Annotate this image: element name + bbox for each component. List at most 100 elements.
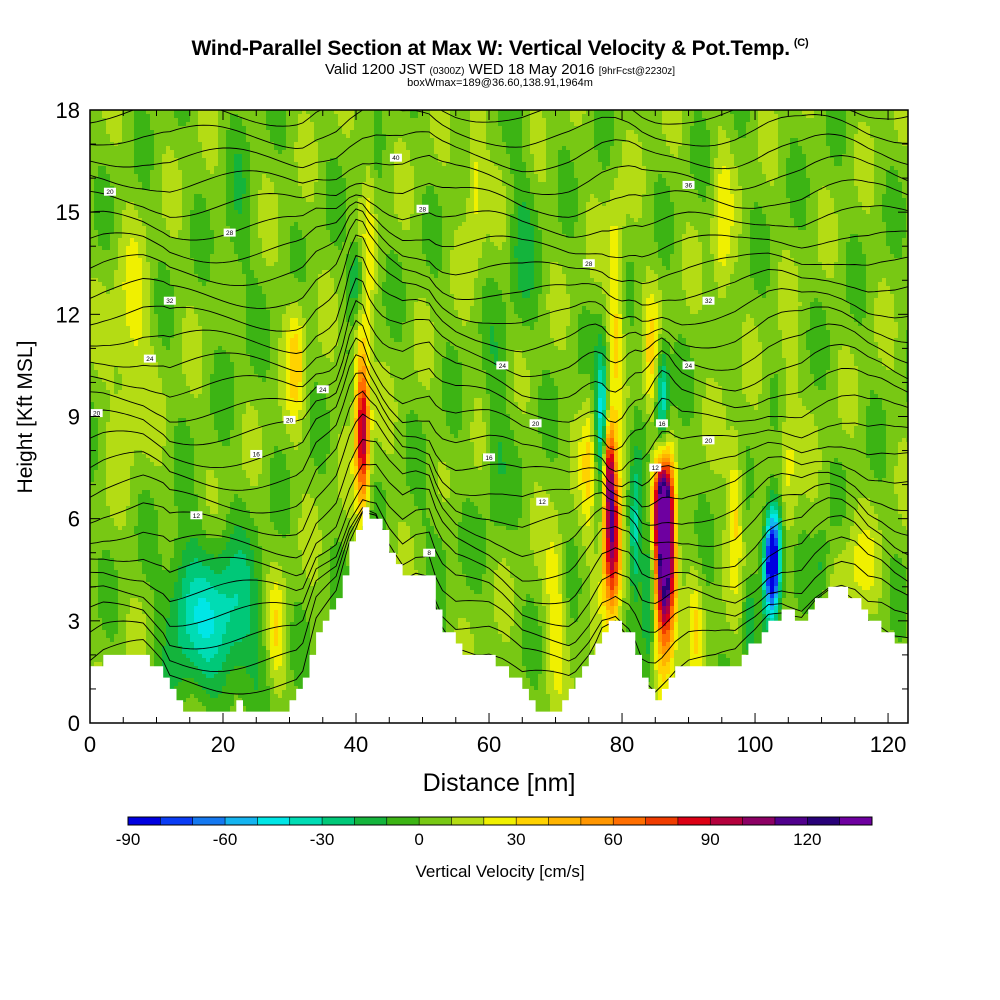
velocity-cell — [98, 122, 103, 127]
velocity-cell — [810, 122, 815, 127]
velocity-cell — [642, 154, 647, 159]
velocity-cell — [242, 206, 247, 211]
velocity-cell — [518, 118, 523, 123]
velocity-cell — [642, 178, 647, 183]
velocity-cell — [314, 198, 319, 203]
velocity-cell — [474, 110, 479, 115]
velocity-cell — [578, 174, 583, 179]
velocity-cell — [874, 174, 879, 179]
velocity-cell — [406, 122, 411, 127]
velocity-cell — [306, 166, 311, 171]
velocity-cell — [378, 154, 383, 159]
velocity-cell — [870, 202, 875, 207]
velocity-cell — [226, 186, 231, 191]
velocity-cell — [622, 114, 627, 119]
velocity-cell — [422, 190, 427, 195]
velocity-cell — [614, 190, 619, 195]
velocity-cell — [318, 170, 323, 175]
velocity-cell — [506, 186, 511, 191]
velocity-cell — [290, 198, 295, 203]
velocity-cell — [462, 178, 467, 183]
velocity-cell — [362, 150, 367, 155]
velocity-cell — [162, 126, 167, 131]
velocity-cell — [98, 142, 103, 147]
velocity-cell — [310, 114, 315, 119]
velocity-cell — [334, 114, 339, 119]
velocity-cell — [598, 158, 603, 163]
velocity-cell — [234, 110, 239, 115]
velocity-cell — [214, 138, 219, 143]
velocity-cell — [558, 194, 563, 199]
velocity-cell — [754, 186, 759, 191]
velocity-cell — [94, 138, 99, 143]
velocity-cell — [282, 114, 287, 119]
velocity-cell — [90, 154, 95, 159]
velocity-cell — [410, 130, 415, 135]
velocity-cell — [682, 198, 687, 203]
velocity-cell — [450, 122, 455, 127]
velocity-cell — [554, 182, 559, 187]
velocity-cell — [446, 146, 451, 151]
velocity-cell — [114, 110, 119, 115]
velocity-cell — [222, 174, 227, 179]
velocity-cell — [338, 138, 343, 143]
velocity-cell — [178, 194, 183, 199]
velocity-cell — [622, 130, 627, 135]
velocity-cell — [214, 134, 219, 139]
velocity-cell — [578, 122, 583, 127]
velocity-cell — [250, 150, 255, 155]
velocity-cell — [350, 150, 355, 155]
velocity-cell — [830, 158, 835, 163]
velocity-cell — [586, 122, 591, 127]
velocity-cell — [470, 154, 475, 159]
velocity-cell — [478, 122, 483, 127]
velocity-cell — [898, 146, 903, 151]
velocity-cell — [726, 154, 731, 159]
velocity-cell — [366, 154, 371, 159]
velocity-cell — [710, 182, 715, 187]
velocity-cell — [662, 126, 667, 131]
velocity-cell — [670, 198, 675, 203]
velocity-cell — [202, 186, 207, 191]
velocity-cell — [694, 134, 699, 139]
velocity-cell — [886, 122, 891, 127]
velocity-cell — [482, 186, 487, 191]
velocity-cell — [774, 126, 779, 131]
velocity-cell — [98, 206, 103, 211]
velocity-cell — [310, 174, 315, 179]
velocity-cell — [258, 202, 263, 207]
velocity-cell — [394, 202, 399, 207]
velocity-cell — [602, 162, 607, 167]
velocity-cell — [306, 170, 311, 175]
velocity-cell — [282, 122, 287, 127]
velocity-cell — [610, 162, 615, 167]
velocity-cell — [826, 186, 831, 191]
velocity-cell — [302, 130, 307, 135]
velocity-cell — [834, 146, 839, 151]
velocity-cell — [286, 174, 291, 179]
velocity-cell — [390, 174, 395, 179]
velocity-cell — [214, 142, 219, 147]
velocity-cell — [566, 138, 571, 143]
velocity-cell — [326, 166, 331, 171]
velocity-cell — [746, 202, 751, 207]
velocity-cell — [878, 174, 883, 179]
velocity-cell — [490, 190, 495, 195]
velocity-cell — [758, 146, 763, 151]
velocity-cell — [226, 150, 231, 155]
velocity-cell — [902, 170, 907, 175]
velocity-cell — [838, 186, 843, 191]
velocity-cell — [866, 186, 871, 191]
velocity-cell — [742, 174, 747, 179]
velocity-cell — [170, 150, 175, 155]
velocity-cell — [382, 126, 387, 131]
velocity-cell — [174, 154, 179, 159]
velocity-cell — [390, 170, 395, 175]
velocity-cell — [722, 126, 727, 131]
velocity-cell — [494, 162, 499, 167]
velocity-cell — [430, 142, 435, 147]
velocity-cell — [162, 162, 167, 167]
velocity-cell — [518, 122, 523, 127]
velocity-cell — [126, 162, 131, 167]
velocity-cell — [514, 142, 519, 147]
